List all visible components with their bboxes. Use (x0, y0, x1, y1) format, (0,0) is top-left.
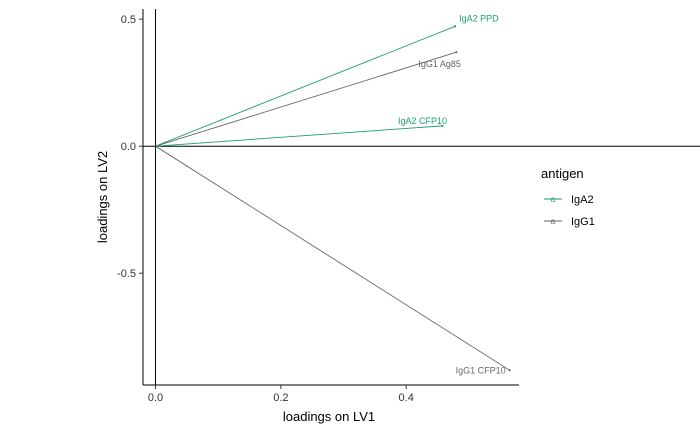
legend-key-glyph: a (551, 195, 556, 204)
loading-point (455, 51, 458, 54)
point-label: IgG1 CFP10 (456, 365, 506, 375)
y-axis-title: loadings on LV2 (95, 151, 110, 243)
x-axis-title: loadings on LV1 (283, 409, 375, 424)
point-label: IgG1 Ag85 (418, 59, 461, 69)
x-tick-label: 0.0 (148, 392, 163, 404)
point-label: IgA2 PPD (459, 13, 499, 23)
legend-title: antigen (541, 166, 584, 181)
plot-panel: IgA2 PPD IgA2 CFP10 IgG1 Ag85 IgG1 CFP10 (143, 9, 700, 385)
loading-vector (155, 51, 457, 147)
loading-vector (155, 25, 456, 147)
loading-point (453, 25, 457, 28)
x-tick-label: 0.4 (399, 392, 414, 404)
point-label: IgA2 CFP10 (398, 116, 447, 126)
y-axis: 0.5 0.0 -0.5 (117, 9, 144, 385)
legend: antigen a IgA2 a IgG1 (541, 166, 595, 228)
legend-entry-label: IgG1 (571, 216, 595, 228)
x-axis: 0.0 0.2 0.4 (143, 384, 519, 404)
y-tick-label: 0.0 (121, 141, 136, 153)
legend-key-glyph: a (551, 217, 556, 226)
loading-point (508, 369, 511, 372)
x-tick-label: 0.2 (273, 392, 288, 404)
loading-point (441, 124, 444, 127)
loading-vector (155, 145, 510, 371)
y-tick-label: 0.5 (121, 14, 136, 26)
y-tick-label: -0.5 (117, 268, 136, 280)
loading-vector (155, 125, 443, 147)
legend-entry-label: IgA2 (571, 194, 594, 206)
